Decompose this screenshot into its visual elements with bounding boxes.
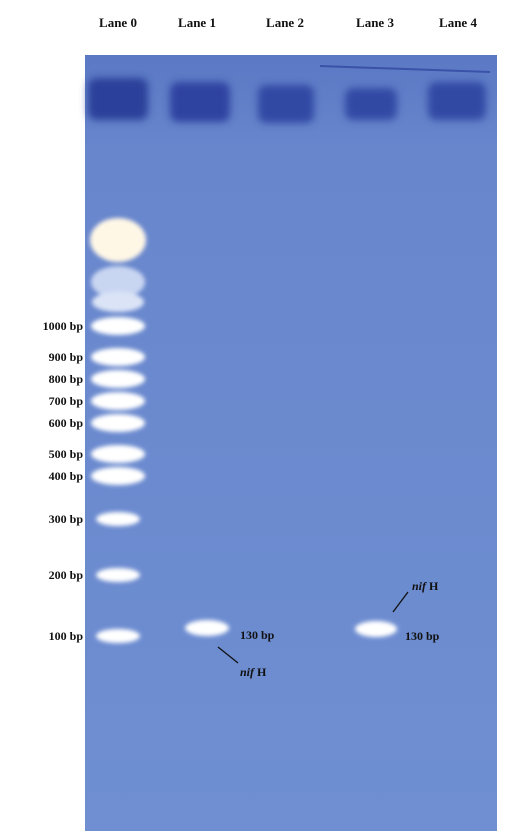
gene-suffix: H <box>429 579 439 593</box>
ladder-band <box>91 348 145 366</box>
ladder-label: 400 bp <box>49 469 84 483</box>
gel <box>85 55 497 831</box>
ladder-band <box>91 467 145 485</box>
ladder-band <box>91 392 145 410</box>
ladder-band <box>91 370 145 388</box>
gene-name: nif <box>240 665 255 679</box>
lane-label: Lane 4 <box>439 15 477 30</box>
ladder-label: 900 bp <box>49 350 84 364</box>
page: {"lanes": ["Lane 0", "Lane 1", "Lane 2",… <box>0 0 505 831</box>
lane-label: Lane 1 <box>178 15 216 30</box>
gene-label: nif H <box>412 579 439 593</box>
ladder-label: 100 bp <box>49 629 84 643</box>
ladder-band <box>96 512 140 526</box>
band-size: 130 bp <box>405 629 440 643</box>
ladder-label: 800 bp <box>49 372 84 386</box>
band-size: 130 bp <box>240 628 275 642</box>
gene-label: nif H <box>240 665 267 679</box>
ladder-label: 500 bp <box>49 447 84 461</box>
ladder-label: 600 bp <box>49 416 84 430</box>
ladder-band <box>91 414 145 432</box>
ladder-label: 300 bp <box>49 512 84 526</box>
lane-label: Lane 0 <box>99 15 137 30</box>
gel-figure: Lane 0 Lane 1 Lane 2 Lane 3 Lane 4 1000 bp 900… <box>0 0 505 831</box>
lane-label: Lane 3 <box>356 15 394 30</box>
lane-label: Lane 2 <box>266 15 304 30</box>
ladder-band <box>96 568 140 582</box>
ladder-band <box>91 445 145 463</box>
ladder-label: 200 bp <box>49 568 84 582</box>
ladder-band <box>91 317 145 335</box>
gene-suffix: H <box>257 665 267 679</box>
ladder-label: 700 bp <box>49 394 84 408</box>
ladder-label: 1000 bp <box>43 319 84 333</box>
gene-name: nif <box>412 579 427 593</box>
ladder-band <box>96 629 140 643</box>
